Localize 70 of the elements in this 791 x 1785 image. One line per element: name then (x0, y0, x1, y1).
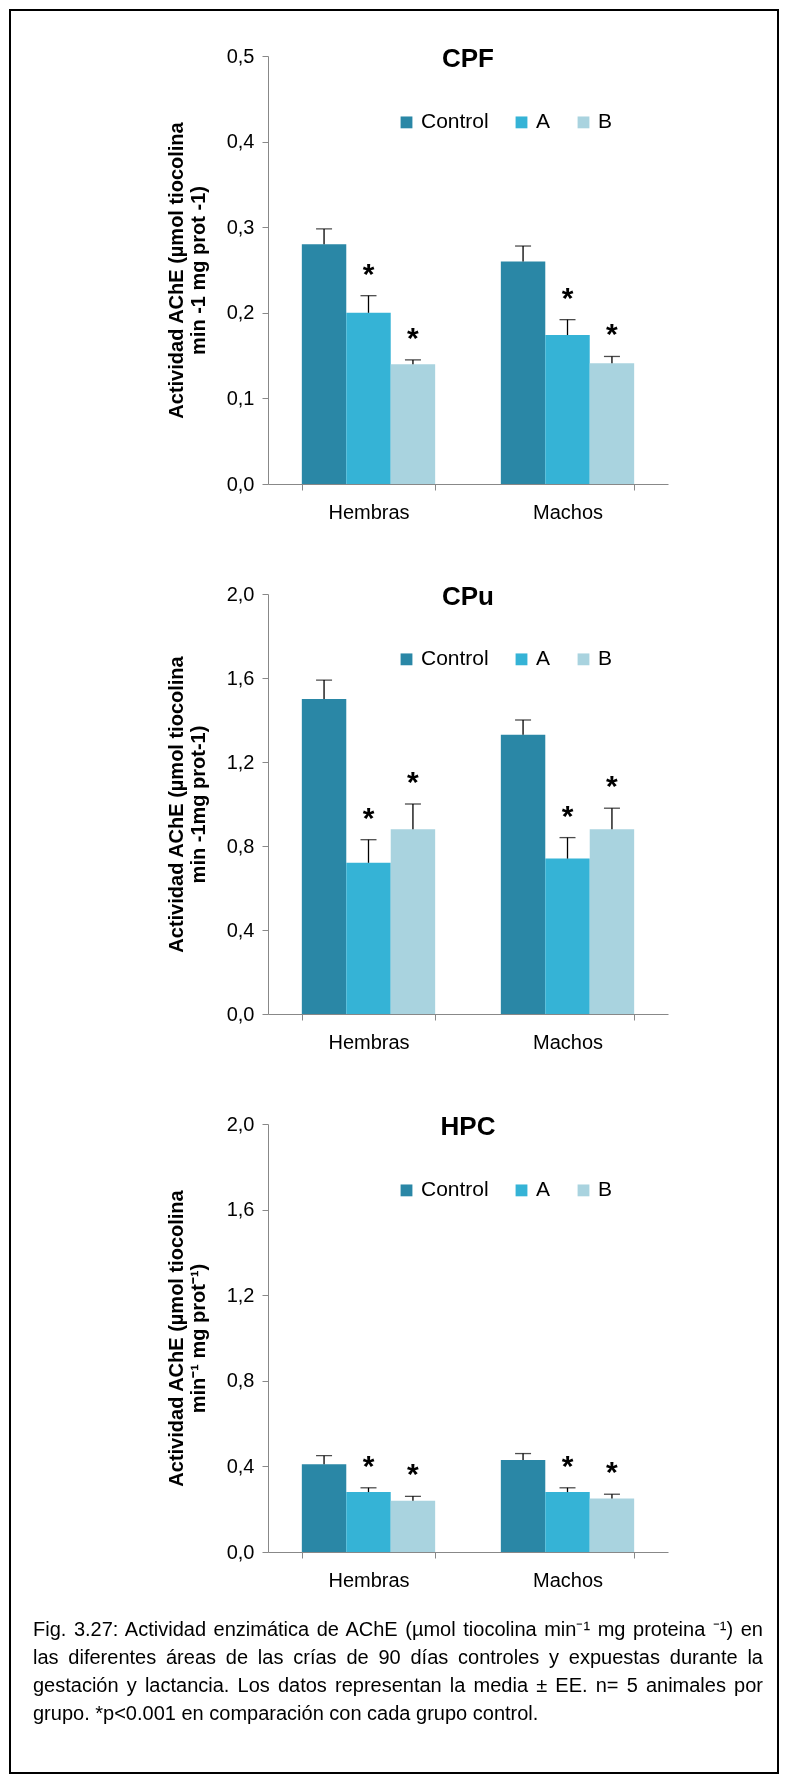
legend-label: Control (421, 646, 489, 670)
bar (545, 858, 590, 1014)
y-axis-title: Actividad AChE (µmol tiocolina min -1mg prot-1) (164, 655, 209, 953)
y-tick-label: 0,4 (226, 1454, 255, 1477)
data-label: * (362, 256, 375, 290)
legend-label: Control (421, 1177, 489, 1201)
legend-label: Control (421, 109, 489, 133)
data-label: * (561, 798, 574, 832)
data-label: * (561, 280, 574, 314)
y-tick-label: 0,0 (226, 472, 255, 495)
y-tick-label: 0,4 (226, 918, 255, 941)
y-tick-label: 0,0 (226, 1002, 255, 1025)
y-tick-label: 0,8 (226, 1369, 255, 1392)
y-tick-label: 2,0 (226, 1112, 255, 1135)
chart-title: CPu (442, 581, 494, 611)
y-tick-label: 1,6 (226, 666, 255, 689)
bar (301, 1464, 347, 1552)
x-tick-label: Machos (532, 1568, 604, 1591)
bar (500, 261, 546, 484)
bar (301, 244, 347, 484)
y-tick-label: 0,4 (226, 130, 255, 153)
legend-label: B (598, 1177, 613, 1201)
data-label: * (407, 1457, 420, 1491)
bar (545, 1492, 590, 1552)
legend-label: A (536, 646, 551, 670)
bar (589, 1498, 635, 1552)
y-tick-label: 1,2 (226, 750, 255, 773)
bar (500, 1459, 546, 1552)
bar (390, 1500, 436, 1552)
legend-label: A (536, 109, 551, 133)
x-tick-label: Machos (532, 1030, 604, 1053)
y-tick-label: 0,1 (226, 386, 255, 409)
bar (301, 699, 347, 1014)
bar (390, 364, 436, 484)
bar (390, 829, 436, 1014)
data-label: * (407, 320, 420, 354)
data-label: * (362, 1448, 375, 1482)
y-tick-label: 0,8 (226, 834, 255, 857)
bar (346, 312, 391, 484)
y-tick-label: 0,5 (226, 44, 255, 67)
legend-label: B (598, 646, 613, 670)
y-tick-label: 0,2 (226, 301, 255, 324)
x-tick-label: Hembras (328, 500, 410, 523)
y-tick-label: 0,0 (226, 1540, 255, 1563)
data-label: * (561, 1448, 574, 1482)
y-axis-title: Actividad AChE (µmol tiocolina min -1 mg prot -1) (164, 121, 209, 419)
data-label: * (407, 765, 420, 798)
y-axis-title: Actividad AChE (µmol tiocolina min⁻¹ mg prot⁻¹) (164, 1189, 209, 1487)
bar (589, 829, 635, 1014)
bar (346, 1492, 391, 1552)
bar (545, 335, 590, 484)
data-label: * (606, 317, 619, 351)
chart-title: HPC (440, 1111, 496, 1141)
x-tick-label: Machos (532, 500, 604, 523)
y-tick-label: 0,3 (226, 215, 255, 238)
data-label: * (606, 1455, 619, 1489)
bar (589, 363, 635, 484)
bar (500, 734, 546, 1014)
y-tick-label: 1,6 (226, 1198, 255, 1221)
bar (346, 862, 391, 1014)
data-label: * (606, 769, 619, 803)
y-tick-label: 2,0 (226, 582, 255, 605)
legend-label: B (598, 109, 613, 133)
data-label: * (362, 800, 375, 834)
x-tick-label: Hembras (328, 1030, 410, 1053)
y-tick-label: 1,2 (226, 1283, 255, 1306)
legend-label: A (536, 1177, 551, 1201)
x-tick-label: Hembras (328, 1568, 410, 1591)
chart-title: CPF (442, 43, 494, 73)
caption: Fig. 3.27: Actividad enzimática de AChE (µmol tiocolina min⁻¹ mg proteina ⁻¹) en las diferentes áreas de las crías de 90 días controles y expuestas durante la gestación y lactancia. Los datos representan la media ± EE. n= 5 animales por grupo. *p<0.001 en comparación con cada grupo control. (33, 1617, 763, 1726)
